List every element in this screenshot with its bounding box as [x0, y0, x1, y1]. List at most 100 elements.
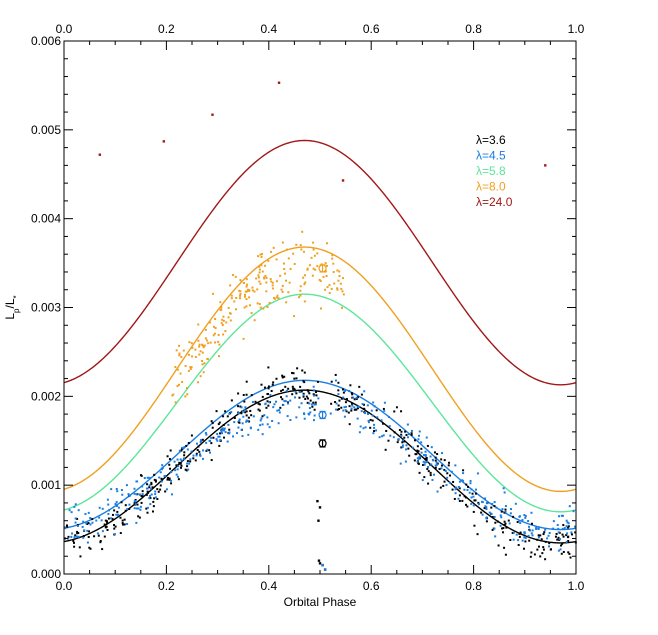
- scatter-point: [423, 454, 426, 457]
- scatter-point: [407, 433, 410, 436]
- scatter-point: [154, 479, 157, 482]
- scatter-point: [565, 525, 568, 528]
- scatter-point: [276, 409, 279, 412]
- scatter-point: [195, 454, 198, 457]
- scatter-point: [249, 409, 252, 412]
- scatter-point: [432, 473, 435, 476]
- scatter-point: [242, 337, 245, 340]
- scatter-point: [78, 546, 81, 549]
- scatter-point: [153, 478, 156, 481]
- scatter-point: [332, 271, 335, 274]
- scatter-point: [277, 297, 280, 300]
- scatter-point: [214, 327, 217, 330]
- scatter-point: [569, 556, 572, 559]
- scatter-point: [364, 426, 367, 429]
- scatter-point: [493, 505, 496, 508]
- scatter-point: [273, 296, 276, 299]
- scatter-point: [218, 444, 221, 447]
- scatter-point: [416, 445, 419, 448]
- scatter-point: [197, 381, 200, 384]
- scatter-point: [183, 451, 186, 454]
- scatter-point: [216, 432, 219, 435]
- scatter-point: [267, 366, 270, 369]
- scatter-point: [396, 441, 399, 444]
- scatter-point: [174, 401, 177, 404]
- scatter-point: [323, 568, 327, 571]
- scatter-point: [268, 426, 271, 429]
- scatter-point: [331, 254, 334, 257]
- scatter-point: [217, 340, 220, 343]
- scatter-point: [458, 487, 461, 490]
- scatter-point: [236, 432, 239, 435]
- scatter-point: [435, 461, 438, 464]
- scatter-point: [281, 398, 284, 401]
- scatter-point: [115, 504, 118, 507]
- scatter-point: [470, 502, 473, 505]
- scatter-point: [282, 262, 285, 265]
- scatter-point: [277, 81, 281, 84]
- scatter-point: [188, 353, 191, 356]
- scatter-point: [518, 515, 521, 518]
- scatter-point: [295, 377, 298, 380]
- scatter-point: [148, 497, 151, 500]
- scatter-point: [299, 289, 302, 292]
- scatter-point: [157, 490, 160, 493]
- scatter-point: [503, 546, 506, 549]
- scatter-point: [304, 281, 307, 284]
- scatter-point: [190, 450, 193, 453]
- scatter-point: [146, 506, 149, 509]
- scatter-point: [107, 509, 110, 512]
- scatter-point: [165, 488, 168, 491]
- scatter-point: [154, 480, 157, 483]
- x-tick-label-top: 0.8: [465, 22, 482, 36]
- scatter-point: [424, 461, 427, 464]
- scatter-point: [101, 507, 104, 510]
- scatter-point: [150, 493, 153, 496]
- scatter-point: [537, 527, 540, 530]
- scatter-point: [289, 267, 292, 270]
- scatter-point: [373, 426, 376, 429]
- scatter-point: [117, 506, 120, 509]
- scatter-point: [400, 446, 403, 449]
- scatter-point: [313, 254, 316, 257]
- scatter-point: [259, 282, 262, 285]
- scatter-point: [170, 482, 173, 485]
- scatter-point: [210, 436, 213, 439]
- scatter-point: [295, 392, 298, 395]
- scatter-point: [518, 519, 521, 522]
- scatter-point: [527, 520, 530, 523]
- scatter-point: [106, 498, 109, 501]
- scatter-point: [181, 446, 184, 449]
- scatter-point: [546, 537, 549, 540]
- scatter-point: [190, 342, 193, 345]
- scatter-point: [175, 464, 178, 467]
- scatter-point: [74, 534, 77, 537]
- scatter-point: [215, 438, 218, 441]
- scatter-point: [306, 267, 309, 270]
- scatter-point: [340, 287, 343, 290]
- scatter-point: [239, 293, 242, 296]
- scatter-point: [461, 479, 464, 482]
- scatter-point: [258, 265, 261, 268]
- scatter-point: [190, 434, 193, 437]
- scatter-point: [246, 283, 249, 286]
- scatter-point: [292, 372, 295, 375]
- y-tick-label: 0.006: [31, 34, 61, 48]
- scatter-point: [313, 414, 316, 417]
- scatter-point: [512, 538, 515, 541]
- scatter-point: [227, 316, 230, 319]
- scatter-point: [422, 463, 425, 466]
- scatter-point: [504, 522, 507, 525]
- scatter-point: [320, 307, 323, 310]
- y-tick-label: 0.002: [31, 389, 61, 403]
- model-curve-1: [63, 379, 577, 531]
- scatter-point: [185, 444, 188, 447]
- scatter-point: [423, 476, 426, 479]
- scatter-point: [567, 540, 570, 543]
- scatter-point: [223, 427, 226, 430]
- scatter-point: [136, 480, 139, 483]
- scatter-point: [336, 288, 339, 291]
- scatter-point: [202, 346, 205, 349]
- scatter-point: [303, 417, 306, 420]
- scatter-point: [312, 267, 315, 270]
